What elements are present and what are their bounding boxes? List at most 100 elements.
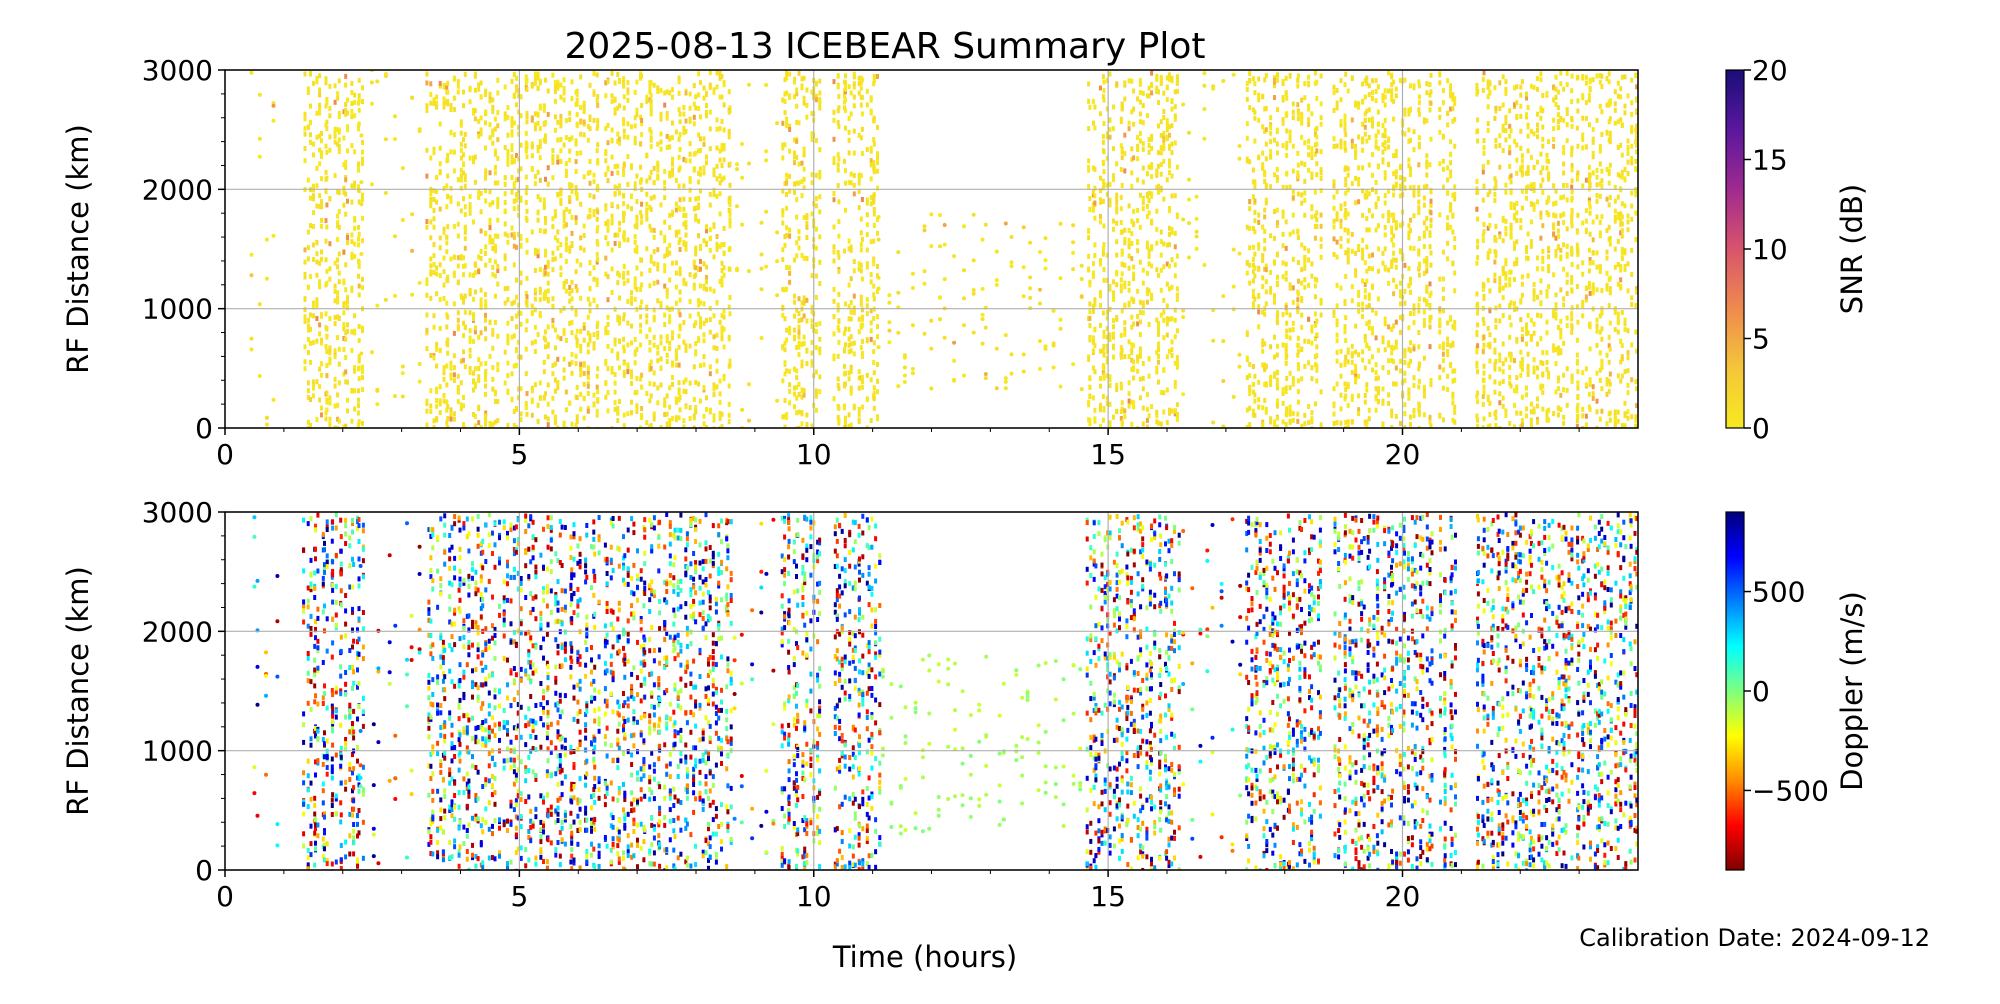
data-point [592,117,596,123]
data-point [1344,182,1348,188]
data-point [876,154,879,160]
data-point [1387,280,1391,286]
data-point [449,107,453,112]
data-point [312,193,315,199]
data-point [337,143,341,149]
data-point [860,94,864,100]
data-point [1387,161,1391,167]
data-point [333,126,337,132]
data-point [515,347,518,352]
data-point [1281,260,1285,266]
data-point [793,313,796,319]
data-point [847,316,851,322]
data-point [309,103,312,109]
data-point [688,197,692,203]
data-point [678,247,682,252]
data-point [1441,417,1445,423]
data-point [1162,158,1166,164]
data-point [586,314,590,320]
data-point [781,145,785,151]
data-point [1136,358,1140,364]
data-point [1105,401,1109,406]
data-point [425,80,429,86]
data-point [1093,343,1097,348]
data-point [857,75,861,81]
data-point [1136,354,1140,360]
data-point [515,405,518,411]
data-point [496,281,500,287]
data-point [1319,188,1323,194]
data-point [1407,325,1411,331]
data-point [659,230,663,236]
data-point [517,93,521,99]
data-point [715,145,719,151]
data-point [797,180,801,186]
data-point [568,117,572,122]
data-point [1099,407,1102,413]
data-point [517,188,521,194]
data-point [1354,368,1358,374]
data-point [1251,382,1255,387]
data-point [663,412,667,417]
data-point [1344,419,1348,425]
data-point [718,279,722,284]
data-point [1175,411,1179,417]
data-point [718,415,722,421]
data-point [533,250,537,256]
data-point [1394,339,1398,345]
data-point [694,105,698,111]
data-point [336,402,340,408]
data-point [604,360,608,366]
data-point [303,271,307,277]
data-point [473,329,477,335]
data-point [1310,340,1314,346]
data-point [473,413,477,419]
data-point [1361,136,1365,142]
data-point [333,351,337,357]
data-point [1310,416,1314,422]
data-point [797,409,801,415]
data-point [446,152,450,158]
data-point [325,126,329,131]
data-point [592,345,596,351]
data-point [1147,190,1151,196]
data-point [1123,354,1127,360]
data-point [668,346,672,352]
data-point [656,400,660,406]
data-point [1269,115,1273,121]
data-point [312,393,315,399]
data-point [697,195,701,201]
data-point [1087,399,1091,405]
data-point [1132,321,1136,327]
data-point [1093,166,1097,172]
data-point [1371,266,1374,272]
data-point [800,388,804,394]
data-point [702,320,706,326]
data-point [645,98,649,104]
data-point [1245,332,1249,338]
data-point [715,384,719,390]
data-point [818,169,822,175]
data-point [449,185,453,191]
data-point [517,194,521,200]
data-point [337,127,341,133]
data-point [1300,423,1304,428]
data-point [1335,322,1339,328]
data-point [1263,362,1267,368]
data-point [510,123,514,129]
data-point [1136,96,1140,102]
data-point [1285,153,1289,158]
data-point [562,77,566,83]
data-point [1264,127,1268,133]
data-point [639,287,643,292]
data-point [519,280,523,286]
data-point [1425,164,1429,170]
data-point [1417,210,1421,216]
data-point [712,334,716,340]
data-point [1288,231,1292,237]
data-point [432,418,436,424]
data-point [618,243,621,248]
data-point [1381,213,1385,219]
data-point [536,85,540,91]
data-point [564,247,568,253]
